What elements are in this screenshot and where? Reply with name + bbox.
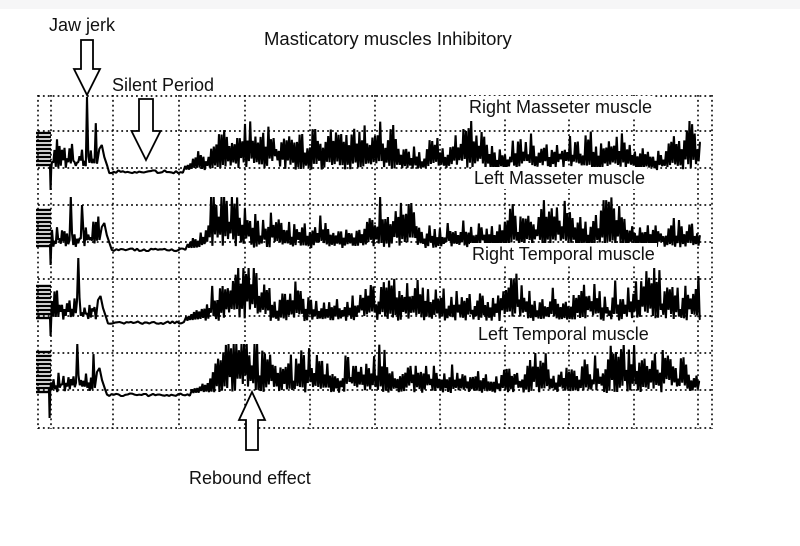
trace-label-right-temporal: Right Temporal muscle	[470, 243, 657, 265]
silent-period-arrow-icon	[130, 98, 162, 163]
emg-trace-right-temporal-muscle	[48, 257, 701, 337]
rebound-effect-arrow-icon	[237, 389, 267, 451]
trace-label-right-masseter: Right Masseter muscle	[467, 96, 655, 118]
annotation-rebound-effect-label: Rebound effect	[189, 468, 311, 488]
emg-trace-left-temporal-muscle	[47, 343, 701, 419]
trace-label-left-masseter: Left Masseter muscle	[472, 167, 648, 189]
stimulus-artifact-marks	[36, 131, 51, 394]
annotation-arrows	[72, 39, 267, 451]
emg-traces	[47, 96, 701, 419]
annotation-jaw-jerk-label: Jaw jerk	[49, 15, 116, 35]
trace-label-left-temporal: Left Temporal muscle	[476, 323, 651, 345]
figure-title: Masticatory muscles Inhibitory	[262, 28, 514, 50]
emg-trace-right-masseter-muscle	[48, 96, 701, 191]
jaw-jerk-arrow-icon	[72, 39, 102, 98]
top-strip	[0, 0, 800, 9]
emg-trace-left-masseter-muscle	[48, 196, 701, 266]
annotation-silent-period-label: Silent Period	[112, 75, 215, 95]
